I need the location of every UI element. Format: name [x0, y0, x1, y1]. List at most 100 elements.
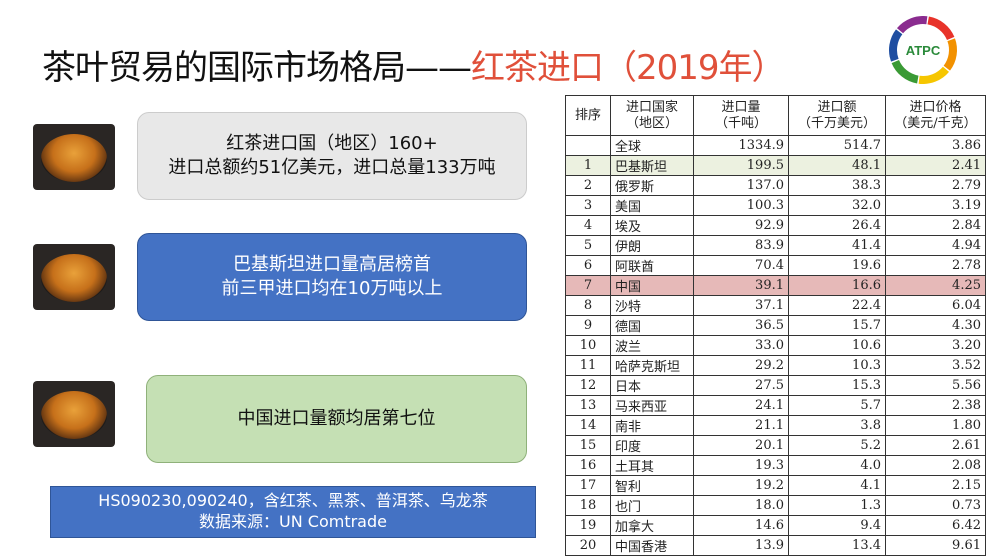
rank-cell: 5 — [565, 235, 611, 256]
volume-cell: 137.0 — [693, 175, 789, 196]
country-cell: 埃及 — [610, 215, 694, 236]
column-header: 进口量 （千吨） — [693, 95, 789, 136]
value-cell: 5.2 — [788, 435, 886, 456]
country-cell: 土耳其 — [610, 455, 694, 476]
country-cell: 哈萨克斯坦 — [610, 355, 694, 376]
tea-cup-image — [33, 244, 115, 310]
volume-cell: 36.5 — [693, 315, 789, 336]
table-row: 19 加拿大 14.6 9.4 6.42 — [565, 515, 986, 536]
rank-cell: 13 — [565, 395, 611, 416]
volume-cell: 20.1 — [693, 435, 789, 456]
title-main: 茶叶贸易的国际市场格局—— — [42, 48, 472, 88]
header-text: 进口量 — [721, 99, 761, 115]
value-cell: 9.4 — [788, 515, 886, 536]
value-cell: 15.7 — [788, 315, 886, 336]
country-cell: 沙特 — [610, 295, 694, 316]
rank-cell: 10 — [565, 335, 611, 356]
table-row: 17 智利 19.2 4.1 2.15 — [565, 475, 986, 496]
header-text: （千万美元） — [797, 115, 876, 131]
slide-title: 茶叶贸易的国际市场格局——红茶进口（2019年） — [42, 40, 786, 89]
table-row: 5 伊朗 83.9 41.4 4.94 — [565, 235, 986, 256]
value-cell: 48.1 — [788, 155, 886, 176]
price-cell: 2.78 — [885, 255, 986, 276]
volume-cell: 21.1 — [693, 415, 789, 436]
header-text: （地区） — [625, 115, 678, 131]
import-table: 排序 进口国家 （地区） 进口量 （千吨） 进口额 （千万美元） 进口价格 （美元/千克） 全球… — [565, 95, 986, 556]
country-cell: 美国 — [610, 195, 694, 216]
country-cell: 伊朗 — [610, 235, 694, 256]
china-rank-box: 中国进口量额均居第七位 — [146, 375, 527, 463]
rank-cell: 14 — [565, 415, 611, 436]
price-cell: 5.56 — [885, 375, 986, 396]
value-cell: 13.4 — [788, 535, 886, 556]
rank-cell: 16 — [565, 455, 611, 476]
volume-cell: 37.1 — [693, 295, 789, 316]
country-cell: 南非 — [610, 415, 694, 436]
value-cell: 26.4 — [788, 215, 886, 236]
summary-line: 巴基斯坦进口量高居榜首 — [233, 253, 431, 275]
volume-cell: 13.9 — [693, 535, 789, 556]
summary-line: 中国进口量额均居第七位 — [237, 407, 436, 429]
value-cell: 4.0 — [788, 455, 886, 476]
header-text: 进口价格 — [909, 99, 962, 115]
price-cell: 3.52 — [885, 355, 986, 376]
value-cell: 514.7 — [788, 135, 886, 156]
table-row: 3 美国 100.3 32.0 3.19 — [565, 195, 986, 216]
tea-cup-image — [33, 381, 115, 447]
country-cell: 巴基斯坦 — [610, 155, 694, 176]
header-text: 排序 — [574, 107, 601, 123]
rank-cell: 6 — [565, 255, 611, 276]
value-cell: 10.6 — [788, 335, 886, 356]
value-cell: 15.3 — [788, 375, 886, 396]
value-cell: 41.4 — [788, 235, 886, 256]
price-cell: 3.19 — [885, 195, 986, 216]
header-text: （千吨） — [714, 115, 767, 131]
price-cell: 2.15 — [885, 475, 986, 496]
volume-cell: 18.0 — [693, 495, 789, 516]
volume-cell: 1334.9 — [693, 135, 789, 156]
country-cell: 中国 — [610, 275, 694, 296]
price-cell: 9.61 — [885, 535, 986, 556]
price-cell: 4.30 — [885, 315, 986, 336]
atpc-logo: ATPC — [889, 16, 957, 84]
rank-cell: 4 — [565, 215, 611, 236]
rank-cell: 15 — [565, 435, 611, 456]
table-row: 全球 1334.9 514.7 3.86 — [565, 135, 986, 156]
price-cell: 6.04 — [885, 295, 986, 316]
value-cell: 4.1 — [788, 475, 886, 496]
table-row: 9 德国 36.5 15.7 4.30 — [565, 315, 986, 336]
rank-cell — [565, 135, 611, 156]
country-cell: 日本 — [610, 375, 694, 396]
table-row: 18 也门 18.0 1.3 0.73 — [565, 495, 986, 516]
summary-line: 进口总额约51亿美元，进口总量133万吨 — [168, 157, 496, 178]
rank-cell: 11 — [565, 355, 611, 376]
volume-cell: 24.1 — [693, 395, 789, 416]
rank-cell: 8 — [565, 295, 611, 316]
summary-line: 红茶进口国（地区）160+ — [226, 132, 438, 154]
value-cell: 32.0 — [788, 195, 886, 216]
country-cell: 印度 — [610, 435, 694, 456]
volume-cell: 83.9 — [693, 235, 789, 256]
column-header: 进口价格 （美元/千克） — [885, 95, 986, 136]
summary-line: 前三甲进口均在10万吨以上 — [221, 278, 443, 299]
volume-cell: 33.0 — [693, 335, 789, 356]
price-cell: 2.61 — [885, 435, 986, 456]
header-text: 进口国家 — [625, 99, 678, 115]
price-cell: 3.86 — [885, 135, 986, 156]
header-text: 进口额 — [817, 99, 857, 115]
rank-cell: 2 — [565, 175, 611, 196]
volume-cell: 27.5 — [693, 375, 789, 396]
price-cell: 1.80 — [885, 415, 986, 436]
country-cell: 中国香港 — [610, 535, 694, 556]
rank-cell: 7 — [565, 275, 611, 296]
hs-code-note: HS090230,090240，含红茶、黑茶、普洱茶、乌龙茶 — [98, 491, 488, 511]
country-cell: 德国 — [610, 315, 694, 336]
value-cell: 16.6 — [788, 275, 886, 296]
table-row: 14 南非 21.1 3.8 1.80 — [565, 415, 986, 436]
column-header: 进口额 （千万美元） — [788, 95, 886, 136]
value-cell: 19.6 — [788, 255, 886, 276]
svg-text:ATPC: ATPC — [906, 43, 941, 58]
country-cell: 俄罗斯 — [610, 175, 694, 196]
table-row: 2 俄罗斯 137.0 38.3 2.79 — [565, 175, 986, 196]
rank-cell: 20 — [565, 535, 611, 556]
